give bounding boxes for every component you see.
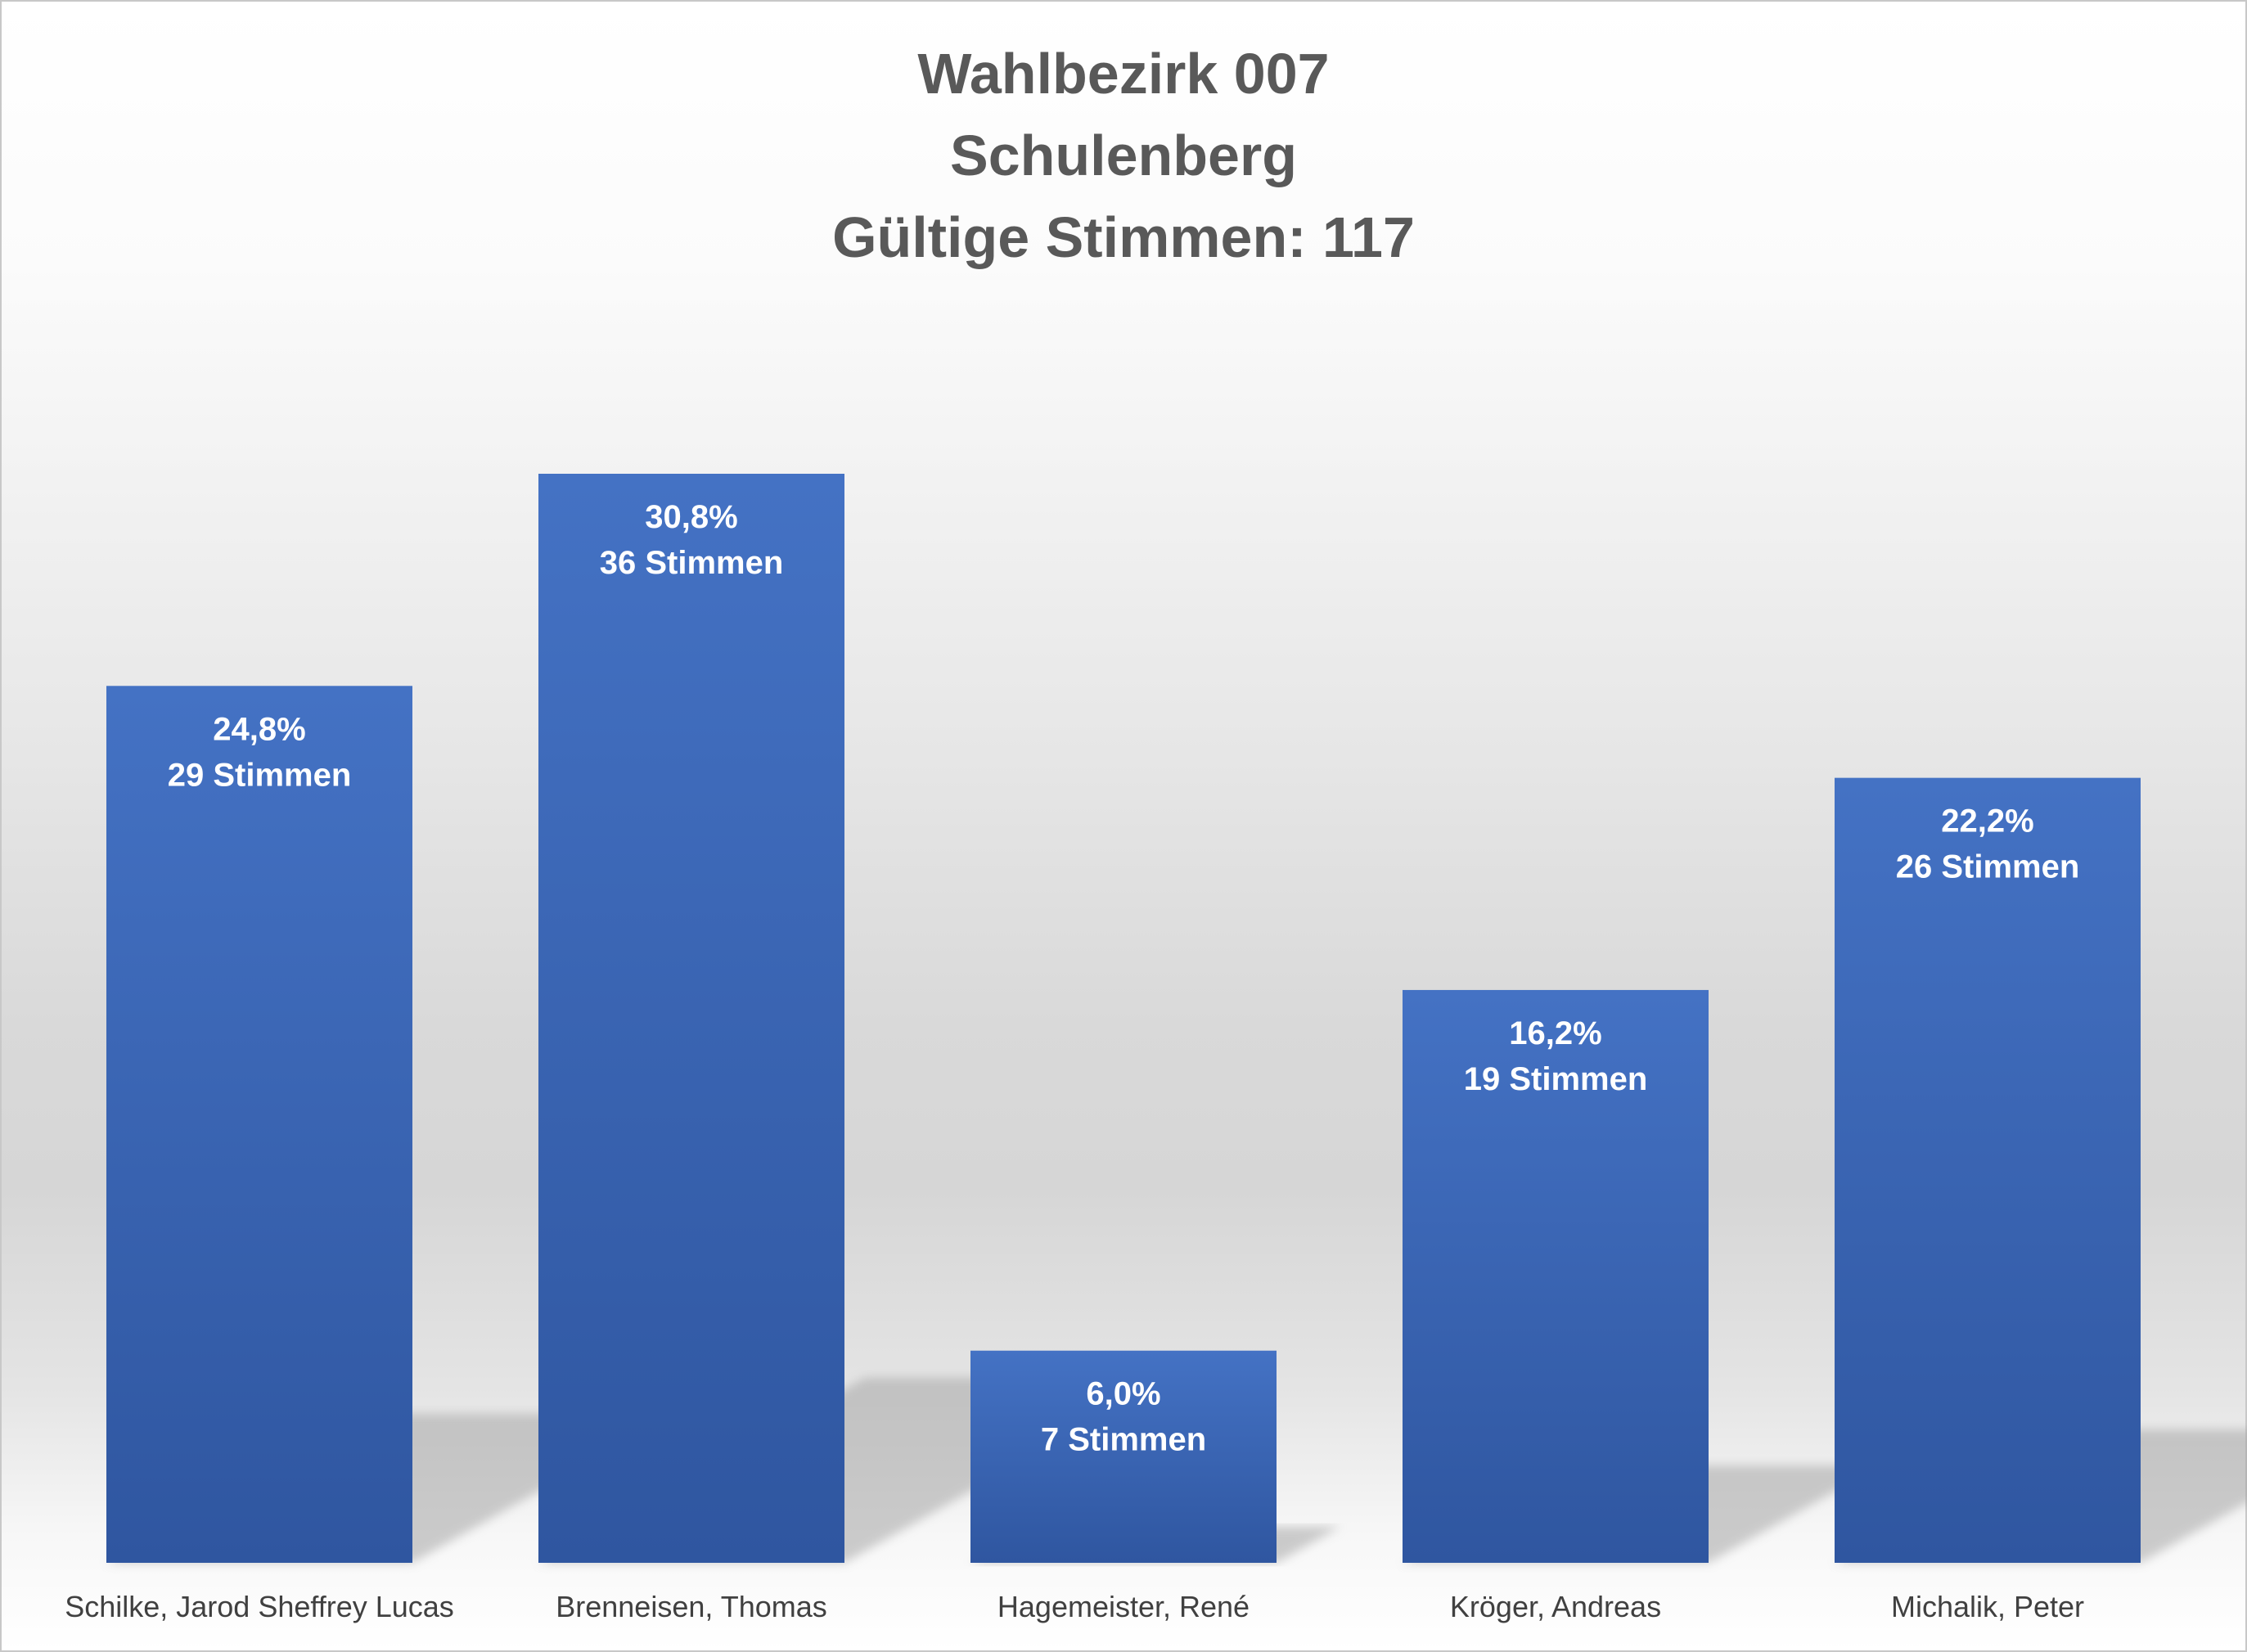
bar-3 xyxy=(970,1350,1277,1563)
bar-4 xyxy=(1403,989,1709,1563)
bar-value-label: 24,8% xyxy=(213,711,305,747)
title-line-2: Schulenberg xyxy=(950,124,1297,187)
bar-5 xyxy=(1835,777,2141,1563)
chart-title: Wahlbezirk 007 Schulenberg Gültige Stimm… xyxy=(2,33,2245,278)
bars xyxy=(106,474,2141,1564)
category-label: Michalik, Peter xyxy=(1891,1590,2084,1623)
bar-labels: 24,8% 29 Stimmen 30,8% 36 Stimmen 6,0% 7 Stim… xyxy=(168,499,2080,1458)
bar-votes-label: 26 Stimmen xyxy=(1896,849,2080,885)
category-label: Brenneisen, Thomas xyxy=(556,1590,827,1623)
category-label: Kröger, Andreas xyxy=(1450,1590,1661,1623)
bar-votes-label: 36 Stimmen xyxy=(600,545,784,581)
bar-value-label: 22,2% xyxy=(1941,803,2033,840)
title-line-3: Gültige Stimmen: 117 xyxy=(832,205,1415,269)
category-axis: Schilke, Jarod Sheffrey Lucas Brenneisen,… xyxy=(65,1590,2084,1623)
category-label: Hagemeister, René xyxy=(997,1590,1250,1623)
bar-value-label: 16,2% xyxy=(1509,1015,1601,1051)
bar-value-label: 6,0% xyxy=(1086,1376,1160,1412)
bar-2 xyxy=(538,474,844,1563)
bar-votes-label: 19 Stimmen xyxy=(1464,1061,1648,1097)
category-label: Schilke, Jarod Sheffrey Lucas xyxy=(65,1590,454,1623)
title-line-1: Wahlbezirk 007 xyxy=(917,42,1330,106)
bar-votes-label: 29 Stimmen xyxy=(168,757,352,793)
bar-value-label: 30,8% xyxy=(645,499,737,535)
bar-1 xyxy=(106,686,412,1564)
bar-votes-label: 7 Stimmen xyxy=(1041,1422,1206,1458)
